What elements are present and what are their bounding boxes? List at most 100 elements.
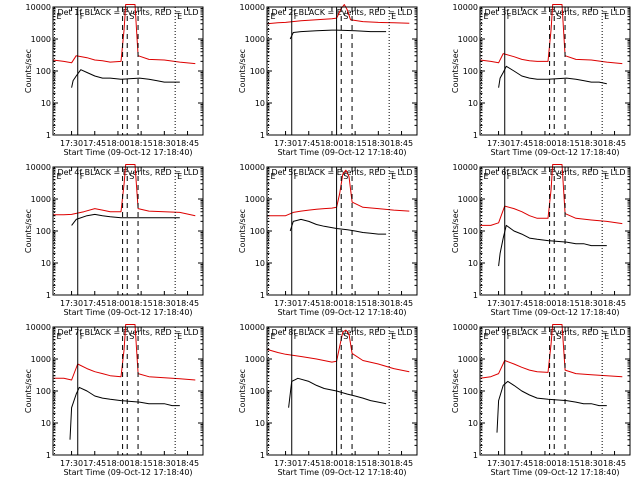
plot-frame (52, 166, 204, 296)
y-tick-label: 1000 (245, 35, 265, 44)
y-tick-label: 10 (468, 99, 478, 108)
x-tick-label: 18:15 (344, 459, 367, 468)
y-tick-label: 10 (41, 259, 51, 268)
x-tick-label: 18:30 (367, 459, 390, 468)
interval-marker-label: E (57, 332, 62, 341)
events-series-line (289, 29, 387, 40)
y-tick-label: 100 (36, 387, 51, 396)
y-tick-label: 1 (260, 291, 265, 300)
x-tick-label: 18:00 (320, 459, 343, 468)
y-tick-label: 100 (463, 227, 478, 236)
x-tick-label: 18:15 (557, 139, 580, 148)
x-tick-label: 17:45 (83, 139, 106, 148)
y-tick-label: 1 (473, 291, 478, 300)
interval-marker-label: E (271, 12, 276, 21)
interval-marker-label: E (57, 172, 62, 181)
plot-frame (479, 326, 631, 456)
y-tick-label: 1000 (458, 195, 478, 204)
x-tick-label: 18:30 (153, 459, 176, 468)
x-axis-label: Start Time (09-Oct-12 17:18:40) (63, 468, 192, 477)
interval-marker-label: S (556, 12, 561, 21)
x-tick-label: 18:45 (603, 299, 626, 308)
interval-marker-label: F (507, 172, 512, 181)
interval-marker-label: S (129, 172, 134, 181)
y-tick-label: 10000 (240, 323, 265, 332)
panel-title: Det 5f BLACK = Events, RED = LLD (271, 168, 412, 177)
y-tick-label: 10000 (26, 163, 51, 172)
x-tick-label: 18:30 (367, 139, 390, 148)
lld-series-line (266, 329, 410, 373)
x-tick-label: 17:30 (274, 139, 297, 148)
interval-marker-label: F (294, 12, 299, 21)
interval-marker-label: E (271, 332, 276, 341)
events-series-line (498, 224, 607, 267)
interval-marker-label: F (80, 332, 85, 341)
x-tick-label: 18:15 (130, 459, 153, 468)
x-tick-label: 17:30 (60, 459, 83, 468)
interval-marker-label: E (177, 172, 182, 181)
y-tick-label: 1000 (31, 35, 51, 44)
interval-marker-label: F (294, 172, 299, 181)
interval-marker-label: S (343, 12, 348, 21)
events-series-line (496, 380, 607, 433)
y-tick-label: 1 (473, 131, 478, 140)
interval-marker-label: E (391, 12, 396, 21)
plot-frame (479, 6, 631, 136)
interval-marker-label: S (129, 332, 134, 341)
panel-title: Det 2f BLACK = Events, RED = LLD (271, 8, 412, 17)
interval-marker-label: F (80, 172, 85, 181)
x-tick-label: 18:30 (153, 299, 176, 308)
y-axis-label: Counts/sec (24, 369, 33, 413)
x-axis-label: Start Time (09-Oct-12 17:18:40) (277, 148, 406, 157)
y-axis-label: Counts/sec (238, 369, 247, 413)
x-tick-label: 18:00 (106, 299, 129, 308)
y-tick-label: 1000 (458, 355, 478, 364)
lld-series-line (479, 4, 623, 65)
x-tick-label: 17:30 (487, 299, 510, 308)
panel-title: Det 7f BLACK = Events, RED = LLD (57, 328, 198, 337)
events-series-line (288, 377, 387, 408)
y-tick-label: 10 (255, 99, 265, 108)
plot-frame (479, 166, 631, 296)
x-tick-label: 18:30 (367, 299, 390, 308)
interval-marker-label: F (80, 12, 85, 21)
y-axis-label: Counts/sec (238, 49, 247, 93)
y-tick-label: 1000 (245, 355, 265, 364)
interval-marker-label: E (271, 172, 276, 181)
events-series-line (71, 69, 180, 88)
y-tick-label: 1000 (31, 195, 51, 204)
lld-series-line (479, 324, 623, 379)
x-tick-label: 18:45 (390, 139, 413, 148)
y-tick-label: 10000 (26, 3, 51, 12)
y-axis-label: Counts/sec (451, 209, 460, 253)
x-tick-label: 18:00 (320, 299, 343, 308)
x-tick-label: 18:45 (176, 299, 199, 308)
y-tick-label: 100 (250, 387, 265, 396)
x-tick-label: 17:45 (83, 459, 106, 468)
y-tick-label: 10 (468, 419, 478, 428)
y-tick-label: 1 (260, 131, 265, 140)
x-tick-label: 18:45 (176, 139, 199, 148)
interval-marker-label: F (507, 12, 512, 21)
interval-marker-label: E (484, 172, 489, 181)
y-tick-label: 10 (468, 259, 478, 268)
events-series-line (69, 386, 180, 440)
interval-marker-label: F (507, 332, 512, 341)
interval-marker-label: S (343, 172, 348, 181)
x-tick-label: 18:15 (130, 299, 153, 308)
interval-marker-label: E (391, 172, 396, 181)
y-tick-label: 1 (260, 451, 265, 460)
y-tick-label: 10000 (453, 163, 478, 172)
x-tick-label: 18:15 (344, 299, 367, 308)
interval-marker-label: S (556, 332, 561, 341)
interval-marker-label: S (556, 172, 561, 181)
y-tick-label: 10000 (240, 163, 265, 172)
x-tick-label: 18:15 (344, 139, 367, 148)
y-tick-label: 10 (41, 99, 51, 108)
panel-title: Det 8f BLACK = Events, RED = LLD (271, 328, 412, 337)
x-tick-label: 17:45 (297, 459, 320, 468)
y-tick-label: 1000 (458, 35, 478, 44)
